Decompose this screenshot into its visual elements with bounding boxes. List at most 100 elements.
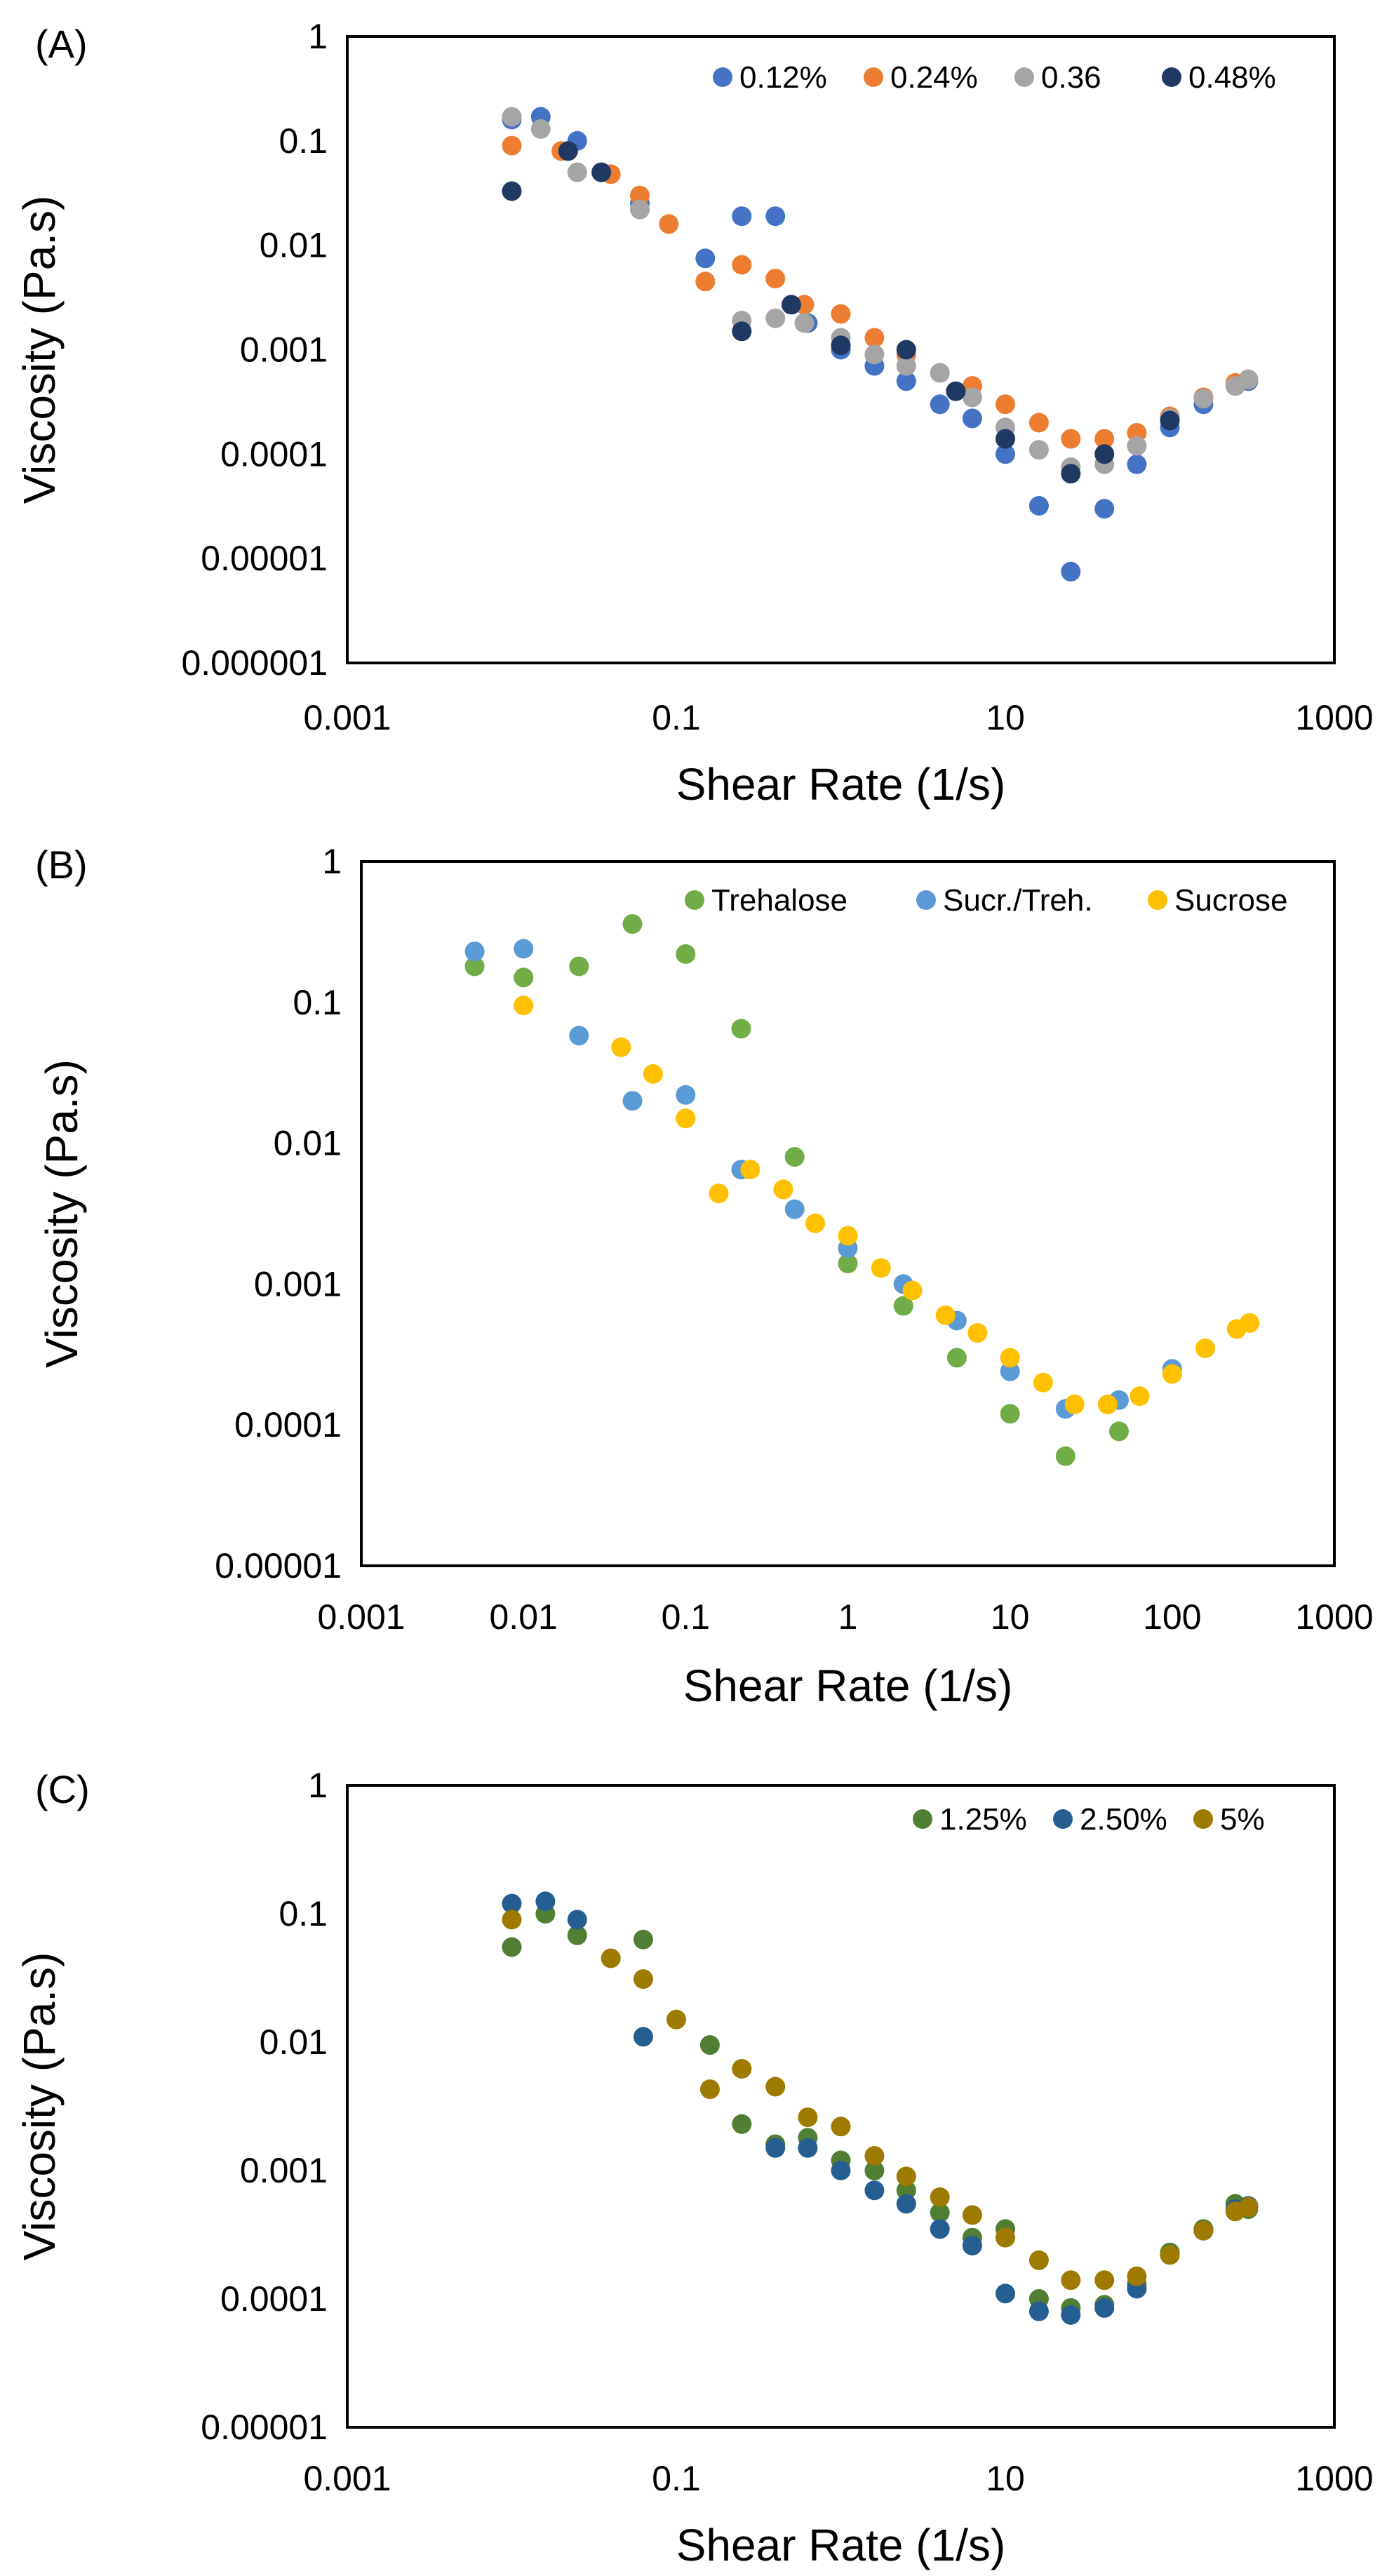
data-point xyxy=(1195,1339,1215,1358)
legend-label: 0.36 xyxy=(1041,60,1101,95)
data-point xyxy=(464,956,485,977)
legend-marker xyxy=(864,67,883,87)
data-point xyxy=(502,181,522,201)
legend-marker xyxy=(913,1809,932,1829)
y-tick-label: 0.01 xyxy=(260,2022,328,2062)
legend-marker xyxy=(916,890,936,910)
data-point xyxy=(864,2161,885,2180)
data-point xyxy=(996,394,1015,415)
data-point xyxy=(666,2009,686,2030)
y-tick-label: 0.00001 xyxy=(215,1546,342,1585)
data-point xyxy=(1127,436,1147,456)
data-point xyxy=(567,1925,587,1945)
data-point xyxy=(1127,2266,1147,2286)
data-point xyxy=(1238,2197,1259,2217)
y-tick-label: 1 xyxy=(308,17,328,56)
data-point xyxy=(1160,2245,1180,2265)
data-point xyxy=(784,1147,805,1167)
data-point xyxy=(732,255,752,275)
data-point xyxy=(1109,1421,1129,1442)
data-point xyxy=(502,107,522,127)
panel-c-chart: (C) 1 0.1 0.01 0.001 0.0001 0.00001 0.001 0.1 10 1… xyxy=(14,1766,1374,2570)
data-point xyxy=(630,185,650,206)
data-point xyxy=(1094,444,1115,464)
x-tick-label: 0.001 xyxy=(317,1597,405,1637)
data-point xyxy=(962,2236,982,2256)
x-tick-label: 0.1 xyxy=(652,2459,701,2498)
data-point xyxy=(502,135,522,156)
data-point xyxy=(871,1258,891,1278)
y-tick-label: 1 xyxy=(322,842,342,881)
data-point xyxy=(798,2107,818,2128)
data-point xyxy=(930,394,950,415)
data-point xyxy=(1097,1394,1118,1414)
x-tick-label: 10 xyxy=(986,698,1025,737)
series-3 xyxy=(514,995,1260,1414)
y-tick-label: 0.00001 xyxy=(201,2408,328,2447)
data-point xyxy=(514,939,534,959)
data-point xyxy=(731,1019,751,1039)
data-point xyxy=(996,2227,1015,2248)
data-point xyxy=(1094,429,1115,449)
series-1 xyxy=(464,914,1129,1466)
data-point xyxy=(514,995,534,1016)
data-point xyxy=(1028,412,1049,433)
x-tick-label: 0.1 xyxy=(662,1597,711,1637)
legend-label: 0.24% xyxy=(890,60,978,95)
data-point xyxy=(831,304,851,324)
data-point xyxy=(1094,2270,1115,2290)
data-point xyxy=(765,2077,786,2097)
data-point xyxy=(1061,464,1081,484)
legend-marker xyxy=(1053,1809,1073,1829)
data-point xyxy=(732,206,752,227)
data-point xyxy=(946,1348,967,1368)
data-point xyxy=(695,271,716,292)
data-point xyxy=(502,1937,522,1957)
data-point xyxy=(896,2194,916,2214)
data-point xyxy=(896,371,916,391)
data-point xyxy=(535,1891,556,1912)
data-point xyxy=(502,1893,522,1914)
plot-frame xyxy=(346,1784,1336,2429)
y-tick-label: 0.1 xyxy=(279,1894,328,1933)
data-point xyxy=(1094,2297,1115,2318)
data-point xyxy=(567,162,587,182)
x-tick-label: 1000 xyxy=(1295,698,1373,737)
data-point xyxy=(676,1085,696,1105)
data-point xyxy=(962,387,982,408)
legend-label: Trehalose xyxy=(711,883,847,918)
legend-label: Sucr./Treh. xyxy=(943,883,1093,918)
data-point xyxy=(1055,1446,1075,1466)
data-point xyxy=(996,2283,1015,2304)
y-axis-title: Viscosity (Pa.s) xyxy=(14,196,65,504)
data-point xyxy=(1061,429,1081,449)
data-point xyxy=(1064,1394,1085,1414)
data-point xyxy=(838,1254,858,1274)
data-point xyxy=(502,1910,522,1930)
data-point xyxy=(805,1213,826,1233)
data-point xyxy=(864,2146,885,2166)
data-point xyxy=(784,1199,805,1219)
plot-frame xyxy=(346,35,1336,664)
panel-label: (C) xyxy=(35,1767,90,1811)
x-tick-label: 1000 xyxy=(1295,2459,1373,2498)
y-axis-title: Viscosity (Pa.s) xyxy=(14,1952,65,2261)
data-point xyxy=(567,1910,587,1930)
data-point xyxy=(864,2180,885,2201)
series-3 xyxy=(502,107,1259,477)
data-point xyxy=(1127,454,1147,474)
legend-marker xyxy=(1193,1809,1213,1829)
series-4 xyxy=(502,141,1180,484)
legend-marker xyxy=(713,67,732,87)
data-point xyxy=(695,248,716,269)
x-tick-label: 1 xyxy=(838,1597,858,1637)
data-point xyxy=(893,1296,913,1316)
data-point xyxy=(464,941,485,962)
x-axis-title: Shear Rate (1/s) xyxy=(676,759,1006,810)
data-point xyxy=(1061,2305,1081,2325)
legend-label: 0.12% xyxy=(739,60,827,95)
y-tick-label: 0.1 xyxy=(279,121,328,161)
legend: 1.25% 2.50% 5% xyxy=(913,1802,1265,1837)
data-point xyxy=(601,1948,621,1968)
data-point xyxy=(643,1064,663,1084)
